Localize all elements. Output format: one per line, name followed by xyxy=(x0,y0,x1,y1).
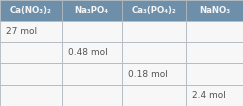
Bar xyxy=(122,0,186,21)
Text: Ca(NO₃)₂: Ca(NO₃)₂ xyxy=(10,6,52,15)
Bar xyxy=(62,63,122,85)
Bar xyxy=(186,42,243,63)
Text: NaNO₃: NaNO₃ xyxy=(199,6,230,15)
Text: 0.18 mol: 0.18 mol xyxy=(128,70,167,79)
Bar xyxy=(62,0,122,21)
Text: 0.48 mol: 0.48 mol xyxy=(68,48,108,57)
Bar xyxy=(62,85,122,106)
Bar xyxy=(62,21,122,42)
Text: 2.4 mol: 2.4 mol xyxy=(192,91,226,100)
Bar xyxy=(122,21,186,42)
Text: Na₃PO₄: Na₃PO₄ xyxy=(75,6,109,15)
Bar xyxy=(0,85,62,106)
Bar xyxy=(0,0,62,21)
Bar xyxy=(186,21,243,42)
Bar xyxy=(122,85,186,106)
Bar xyxy=(186,0,243,21)
Bar xyxy=(186,63,243,85)
Bar xyxy=(0,21,62,42)
Bar xyxy=(122,63,186,85)
Bar xyxy=(62,42,122,63)
Bar xyxy=(0,42,62,63)
Bar xyxy=(0,63,62,85)
Text: 27 mol: 27 mol xyxy=(6,27,37,36)
Bar xyxy=(122,42,186,63)
Text: Ca₃(PO₄)₂: Ca₃(PO₄)₂ xyxy=(131,6,176,15)
Bar xyxy=(186,85,243,106)
